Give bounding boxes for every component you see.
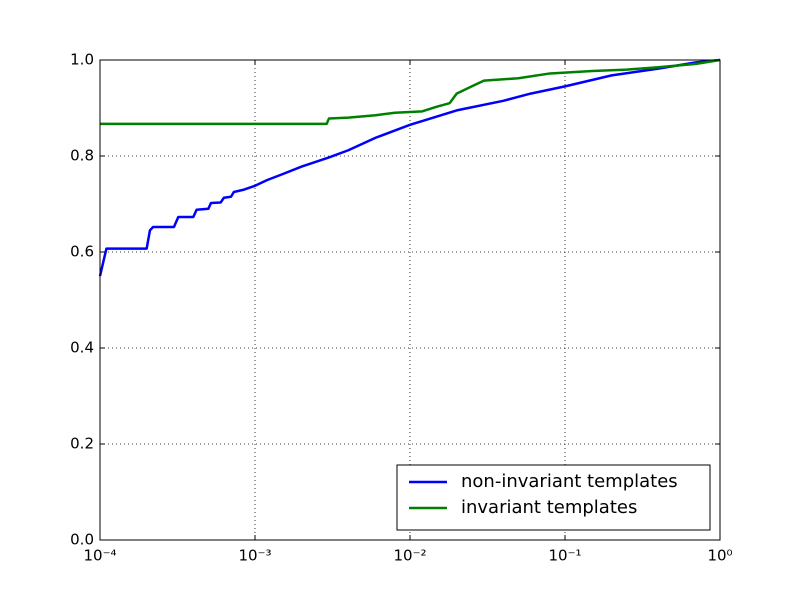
y-tick-label: 1.0: [70, 51, 94, 69]
data-line: [98, 58, 721, 277]
y-tick-label: 0.4: [70, 339, 94, 357]
x-tick-label: 10⁻²: [393, 547, 426, 565]
y-tick-label: 0.2: [70, 435, 94, 453]
y-tick-label: 0.0: [70, 531, 94, 549]
data-line: [100, 58, 721, 126]
x-tick-label: 10⁰: [707, 547, 732, 565]
y-tick-label: 0.6: [70, 243, 94, 261]
legend-label: invariant templates: [461, 497, 637, 518]
legend-label: non-invariant templates: [461, 471, 678, 492]
x-tick-label: 10⁻³: [238, 547, 271, 565]
x-tick-label: 10⁻¹: [548, 547, 581, 565]
y-tick-label: 0.8: [70, 147, 94, 165]
x-tick-label: 10⁻⁴: [83, 547, 116, 565]
legend-box: [396, 464, 711, 531]
